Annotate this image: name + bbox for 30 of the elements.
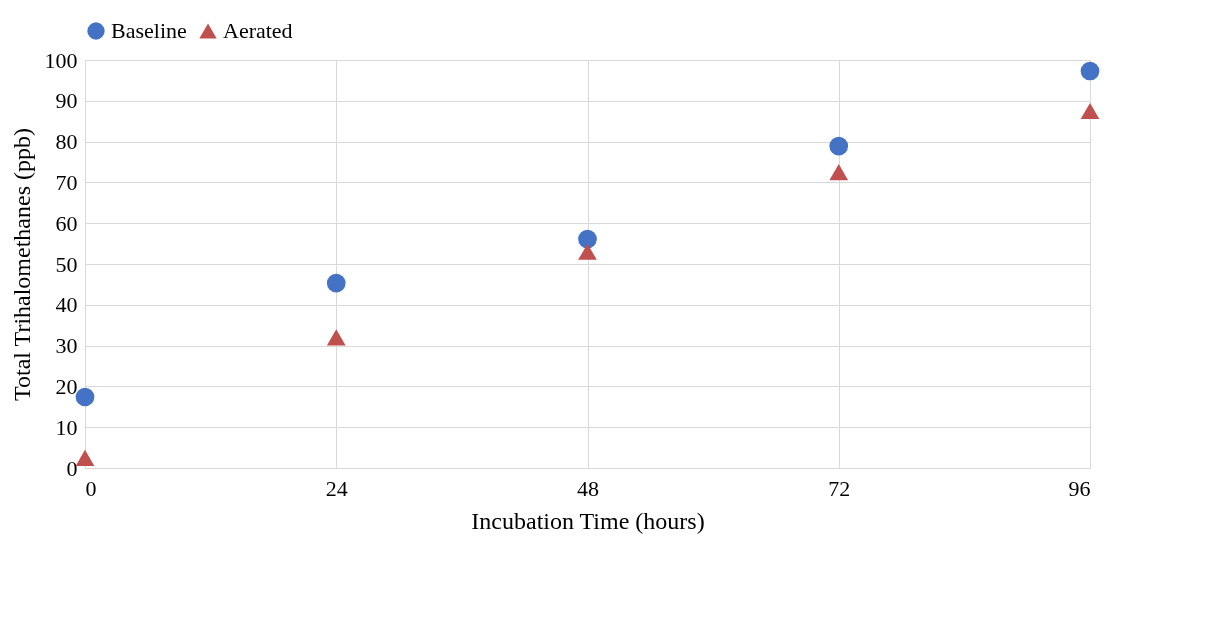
y-axis-title: Total Trihalomethanes (ppb) [8,128,35,401]
x-tick-label: 48 [577,475,599,501]
legend-label: Baseline [111,18,187,43]
point [326,273,346,293]
x-tick-label: 72 [828,475,851,501]
y-tick-label: 100 [44,47,78,73]
y-tick-label: 90 [55,88,78,114]
x-axis-title: Incubation Time (hours) [471,507,705,534]
y-tick-label: 60 [55,210,78,236]
y-tick-label: 0 [66,455,78,481]
point [1080,102,1100,120]
y-tick-label: 40 [55,292,78,318]
point [75,387,95,407]
point [1080,61,1100,81]
point [75,449,95,466]
x-tick-label: 96 [1068,475,1091,501]
y-tick-label: 10 [55,414,78,440]
y-tick-label: 50 [55,251,78,277]
x-tick-label: 24 [325,475,348,501]
point [578,243,597,260]
y-tick-label: 20 [55,373,78,399]
point [829,136,849,156]
point [578,229,597,249]
y-tick-label: 80 [55,129,78,155]
y-tick-label: 70 [55,169,78,195]
point [326,329,346,346]
y-tick-label: 30 [55,333,78,359]
legend-label: Aerated [223,18,293,43]
x-tick-label: 0 [85,475,97,501]
point [829,164,849,181]
